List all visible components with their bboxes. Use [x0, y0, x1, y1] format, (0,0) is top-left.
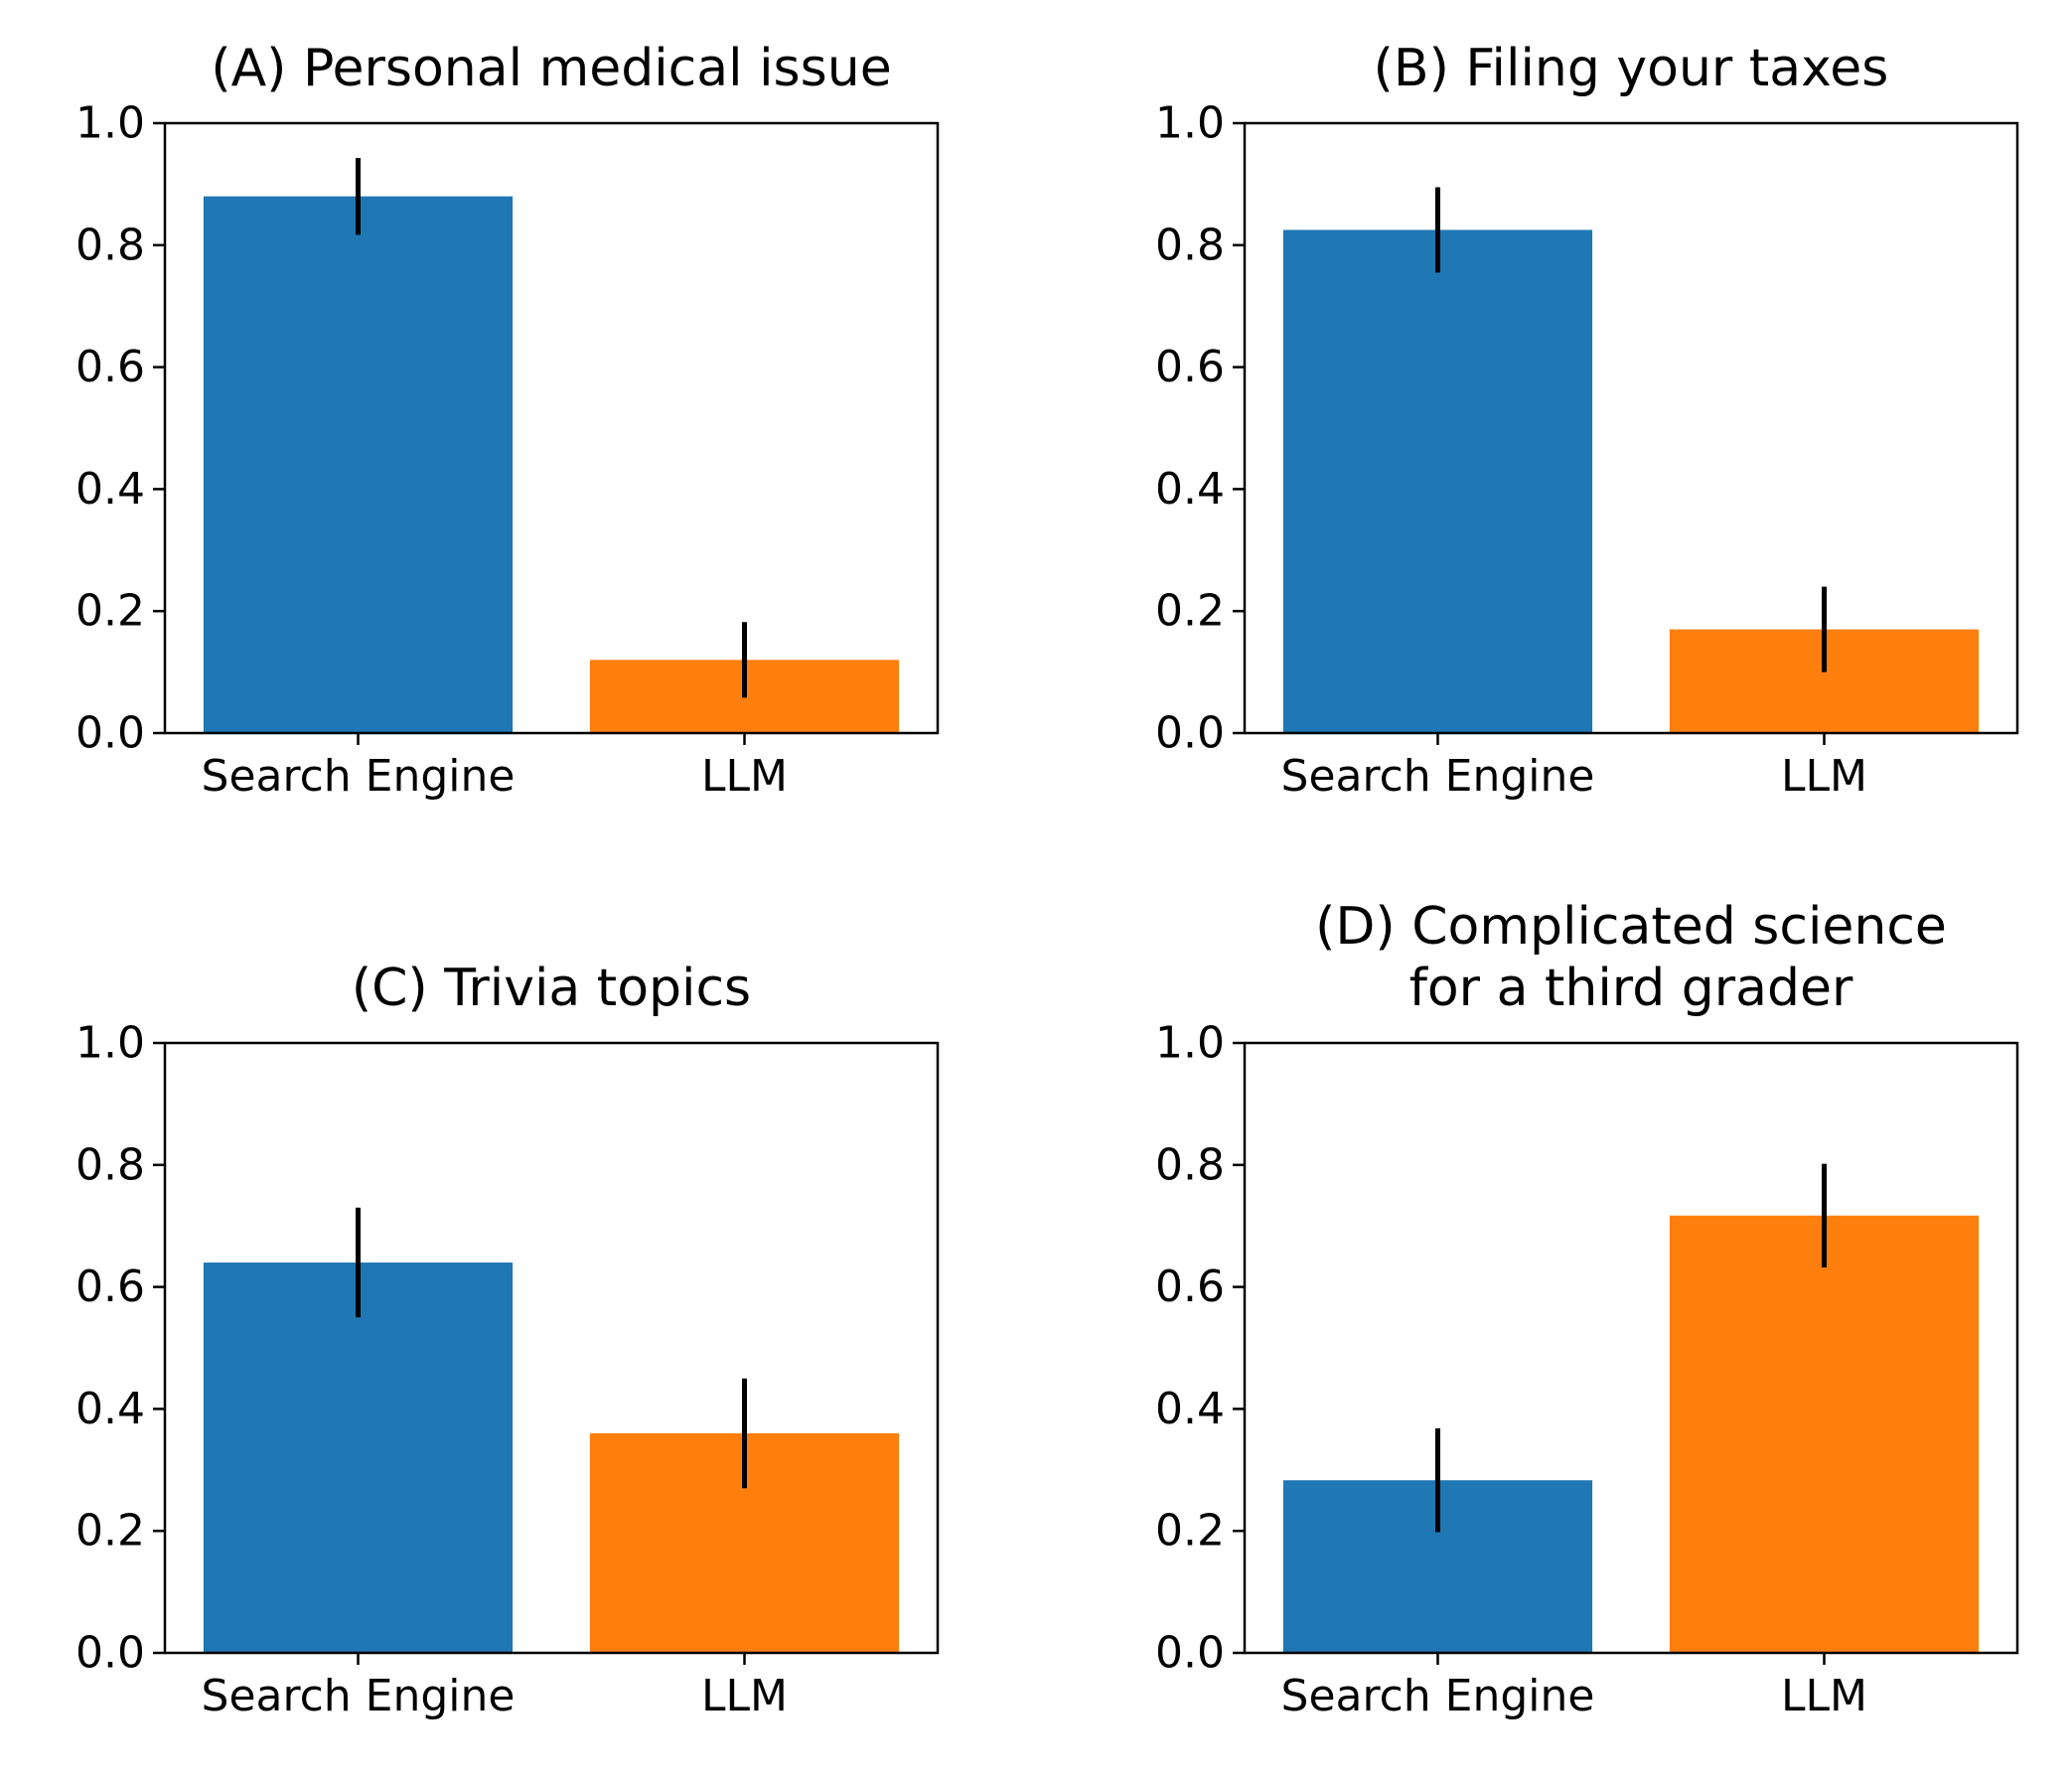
y-tick-label: 1.0 [1155, 1018, 1225, 1069]
y-tick-label: 0.8 [75, 220, 145, 270]
y-tick-label: 0.4 [1155, 1384, 1225, 1434]
y-tick-label: 0.2 [1155, 586, 1225, 637]
y-tick-label: 1.0 [1155, 98, 1225, 149]
y-tick-label: 0.4 [75, 1384, 145, 1434]
axes-frame [163, 121, 940, 735]
chart-panel: 0.0 0.2 0.4 0.6 0.8 1.0 Search Engine LLM (A) Pe… [75, 39, 940, 802]
x-tick-label: LLM [1781, 751, 1867, 802]
y-tick-label: 0.8 [75, 1139, 145, 1190]
axes-frame [163, 1041, 940, 1655]
bar [203, 1263, 514, 1653]
y-tick-label: 0.6 [1155, 342, 1225, 392]
x-tick-label: Search Engine [1281, 1671, 1595, 1721]
y-tick-label: 1.0 [75, 98, 145, 149]
axes-frame [1243, 1041, 2019, 1655]
y-tick-label: 0.6 [75, 1262, 145, 1312]
panel-title: (B) Filing your taxes [1374, 39, 1889, 98]
y-tick-label: 0.0 [1155, 1628, 1225, 1679]
y-tick-label: 0.6 [75, 342, 145, 392]
x-tick-label: Search Engine [1281, 751, 1595, 802]
y-tick-label: 0.6 [1155, 1262, 1225, 1312]
y-tick-label: 0.0 [75, 708, 145, 759]
panel-title: (D) Complicated science [1315, 897, 1947, 957]
x-tick-label: LLM [701, 751, 788, 802]
y-tick-label: 0.2 [1155, 1506, 1225, 1557]
panel-title: for a third grader [1409, 959, 1853, 1018]
x-tick-label: Search Engine [202, 751, 516, 802]
bar [1669, 1215, 1980, 1653]
bar [203, 196, 514, 733]
y-tick-label: 0.0 [1155, 708, 1225, 759]
panel-title: (A) Personal medical issue [211, 39, 891, 98]
y-tick-label: 0.8 [1155, 1139, 1225, 1190]
axes-frame [1243, 121, 2019, 735]
y-tick-label: 0.0 [75, 1628, 145, 1679]
y-tick-label: 0.4 [1155, 464, 1225, 515]
y-tick-label: 0.2 [75, 1506, 145, 1557]
y-tick-label: 1.0 [75, 1018, 145, 1069]
bar [1282, 229, 1593, 733]
chart-panel: 0.0 0.2 0.4 0.6 0.8 1.0 Search Engine LLM (C) Tr… [75, 959, 940, 1721]
x-tick-label: Search Engine [202, 1671, 516, 1721]
x-tick-label: LLM [1781, 1671, 1867, 1721]
panel-title: (C) Trivia topics [352, 959, 751, 1018]
x-tick-label: LLM [701, 1671, 788, 1721]
y-tick-label: 0.8 [1155, 220, 1225, 270]
y-tick-label: 0.4 [75, 464, 145, 515]
y-tick-label: 0.2 [75, 586, 145, 637]
chart-panel: 0.0 0.2 0.4 0.6 0.8 1.0 Search Engine LLM (B) Fi… [1155, 39, 2019, 802]
chart-panel: 0.0 0.2 0.4 0.6 0.8 1.0 Search Engine LLM (D) Co… [1155, 897, 2019, 1721]
